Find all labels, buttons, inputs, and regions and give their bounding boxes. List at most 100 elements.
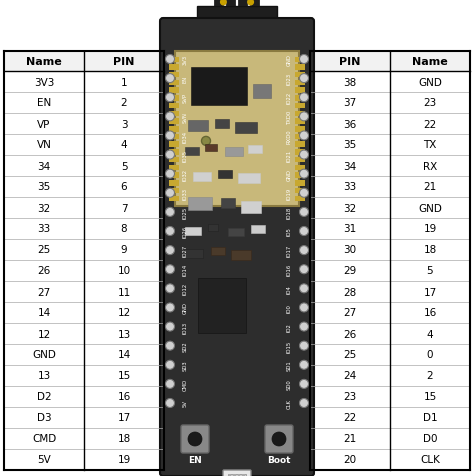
- Bar: [169, 96, 179, 101]
- Text: 27: 27: [343, 308, 356, 318]
- Bar: [4, 177, 84, 198]
- Circle shape: [165, 265, 174, 274]
- Text: 2: 2: [121, 98, 128, 108]
- Bar: [390, 260, 470, 281]
- Bar: [4, 386, 84, 407]
- Bar: [84, 260, 164, 281]
- Text: 38: 38: [343, 77, 356, 87]
- Bar: [310, 114, 390, 135]
- Bar: [310, 323, 390, 344]
- FancyBboxPatch shape: [223, 470, 251, 476]
- Text: D2: D2: [36, 392, 51, 402]
- Text: 29: 29: [343, 266, 356, 276]
- Text: 13: 13: [37, 371, 51, 381]
- Bar: [390, 114, 470, 135]
- Text: IO4: IO4: [286, 284, 292, 293]
- Text: D1: D1: [423, 413, 438, 423]
- Text: 33: 33: [343, 182, 356, 192]
- Text: 23: 23: [423, 98, 437, 108]
- Bar: [310, 344, 390, 365]
- Bar: [390, 428, 470, 449]
- Text: IO22: IO22: [286, 92, 292, 104]
- Text: IO23: IO23: [286, 73, 292, 85]
- Bar: [310, 365, 390, 386]
- Bar: [310, 302, 390, 323]
- Bar: [310, 449, 390, 470]
- Text: 23: 23: [343, 392, 356, 402]
- Bar: [211, 248, 225, 256]
- Circle shape: [300, 284, 309, 293]
- Text: 28: 28: [343, 287, 356, 297]
- Bar: [310, 218, 390, 239]
- Circle shape: [165, 246, 174, 255]
- Bar: [295, 188, 305, 194]
- Text: 22: 22: [423, 119, 437, 129]
- Text: IO2: IO2: [286, 322, 292, 331]
- Text: IO33: IO33: [182, 188, 188, 199]
- Circle shape: [165, 399, 174, 407]
- Text: 35: 35: [343, 140, 356, 150]
- Text: D0: D0: [423, 434, 437, 444]
- Circle shape: [300, 113, 309, 121]
- Circle shape: [300, 170, 309, 179]
- Text: 12: 12: [118, 308, 131, 318]
- Bar: [169, 142, 179, 148]
- Bar: [84, 344, 164, 365]
- Bar: [295, 150, 305, 155]
- Bar: [310, 52, 470, 72]
- Text: 34: 34: [343, 161, 356, 171]
- Text: 30: 30: [344, 245, 356, 255]
- Circle shape: [165, 189, 174, 198]
- Text: 24: 24: [343, 371, 356, 381]
- Text: IO16: IO16: [286, 264, 292, 276]
- Bar: [253, 85, 271, 99]
- Circle shape: [165, 227, 174, 236]
- Bar: [295, 158, 305, 163]
- Bar: [4, 156, 84, 177]
- Text: RX: RX: [423, 161, 437, 171]
- Bar: [169, 188, 179, 194]
- Text: GND: GND: [32, 350, 56, 360]
- Text: IO15: IO15: [286, 340, 292, 352]
- Text: IO19: IO19: [286, 187, 292, 199]
- Circle shape: [165, 93, 174, 102]
- Text: 26: 26: [37, 266, 51, 276]
- Bar: [390, 156, 470, 177]
- Text: Name: Name: [412, 57, 448, 67]
- Bar: [238, 0, 247, 7]
- Bar: [295, 80, 305, 86]
- Bar: [227, 0, 236, 7]
- Bar: [238, 174, 260, 184]
- Bar: [295, 88, 305, 94]
- Circle shape: [165, 322, 174, 331]
- Circle shape: [165, 113, 174, 121]
- Bar: [221, 198, 235, 208]
- Bar: [84, 302, 164, 323]
- Text: IO5: IO5: [286, 227, 292, 236]
- Bar: [310, 93, 390, 114]
- Bar: [4, 260, 84, 281]
- Bar: [390, 218, 470, 239]
- Text: 12: 12: [37, 329, 51, 339]
- Text: IO35: IO35: [182, 149, 188, 161]
- Text: 17: 17: [118, 413, 131, 423]
- Bar: [390, 302, 470, 323]
- Bar: [169, 111, 179, 117]
- Bar: [4, 114, 84, 135]
- Circle shape: [300, 93, 309, 102]
- Circle shape: [220, 0, 226, 6]
- Bar: [234, 474, 236, 476]
- Text: 8: 8: [121, 224, 128, 234]
- Text: GND: GND: [418, 203, 442, 213]
- Bar: [310, 239, 390, 260]
- Bar: [390, 407, 470, 428]
- Bar: [310, 386, 390, 407]
- Bar: [248, 146, 262, 154]
- Bar: [231, 250, 251, 260]
- Bar: [295, 104, 305, 109]
- Bar: [310, 198, 390, 218]
- Bar: [310, 135, 390, 156]
- Circle shape: [300, 341, 309, 350]
- Text: IO27: IO27: [182, 245, 188, 257]
- Text: 9: 9: [121, 245, 128, 255]
